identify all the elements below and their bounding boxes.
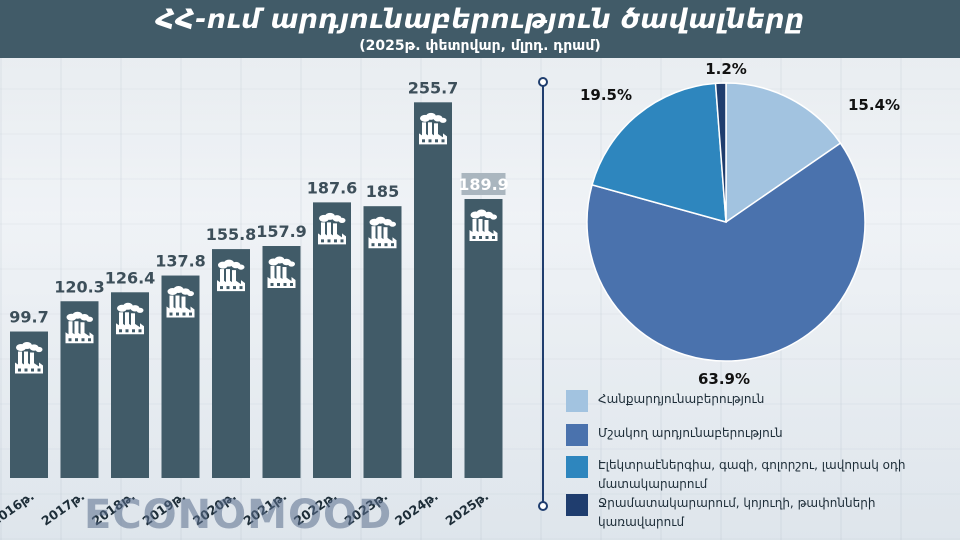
bar [363, 206, 402, 478]
pie-slice [591, 82, 727, 224]
legend-item: Ջրամատակարարում, կոյուղի, թափոնների կառա… [566, 494, 928, 532]
factory-icon [318, 212, 346, 245]
legend-label: Ջրամատակարարում, կոյուղի, թափոնների կառա… [598, 496, 876, 529]
factory-icon [15, 342, 43, 374]
legend-item: Էլեկտրաէներգիա, գազի, գոլորշու, լավորակ … [566, 456, 928, 494]
factory-icon [368, 216, 397, 249]
chart-subtitle: (2025թ. փետրվար, մլրդ. դրամ) [359, 38, 601, 54]
bar [313, 202, 351, 478]
bar [161, 275, 200, 478]
factory-icon [166, 286, 195, 318]
bar-value-label: 255.7 [408, 78, 459, 97]
legend-label: Էլեկտրաէներգիա, գազի, գոլորշու, լավորակ … [598, 458, 906, 491]
bar-value-label: 189.9 [458, 175, 509, 194]
x-tick-label: 2017թ. [38, 488, 87, 528]
bar-value-label: 99.7 [9, 308, 48, 327]
chart-title: ՀՀ-ում արդյունաբերություն ծավալները [155, 4, 805, 35]
bar-value-label: 126.4 [105, 268, 156, 287]
pie-value-label: 15.4% [848, 96, 900, 114]
bar [10, 331, 48, 478]
divider-dot-bottom [538, 501, 548, 511]
pie-value-label: 19.5% [580, 86, 632, 104]
title-banner [0, 0, 960, 58]
pie-slice [714, 82, 727, 223]
x-tick-label: 2016թ. [0, 488, 37, 528]
legend-swatch [566, 494, 588, 516]
legend-swatch [566, 456, 588, 478]
factory-icon [65, 311, 94, 344]
legend-item: Հանքարդյունաբերություն [566, 390, 928, 412]
bar-value-label: 137.8 [155, 252, 206, 271]
legend-item: Մշակող արդյունաբերություն [566, 424, 928, 446]
bar-value-label: 157.9 [256, 222, 307, 241]
bar [464, 198, 503, 478]
pie-value-label: 63.9% [698, 370, 750, 388]
bar-value-label: 185 [366, 182, 399, 201]
legend-swatch [566, 390, 588, 412]
legend-label: Մշակող արդյունաբերություն [598, 426, 783, 440]
pie-slice [586, 142, 866, 362]
legend-label: Հանքարդյունաբերություն [598, 392, 765, 406]
bar [60, 301, 99, 478]
bar [414, 102, 452, 479]
legend-swatch [566, 424, 588, 446]
pie-value-label: 1.2% [705, 60, 747, 78]
factory-icon [419, 112, 447, 145]
bar-value-label: 155.8 [206, 225, 257, 244]
factory-icon [469, 209, 498, 241]
factory-icon [267, 256, 296, 289]
bar-value-label: 187.6 [307, 178, 358, 197]
factory-icon [217, 259, 245, 292]
divider-dot-top [538, 77, 548, 87]
bar [111, 292, 149, 478]
highlight-label-bg [461, 172, 506, 195]
x-tick-label: 2025թ. [442, 488, 491, 528]
pie-slice [725, 82, 842, 224]
bar-value-label: 120.3 [54, 277, 105, 296]
factory-icon [116, 302, 144, 335]
economood-logo: ECONOMOOD [84, 492, 393, 538]
x-tick-label: 2024թ. [392, 488, 441, 528]
